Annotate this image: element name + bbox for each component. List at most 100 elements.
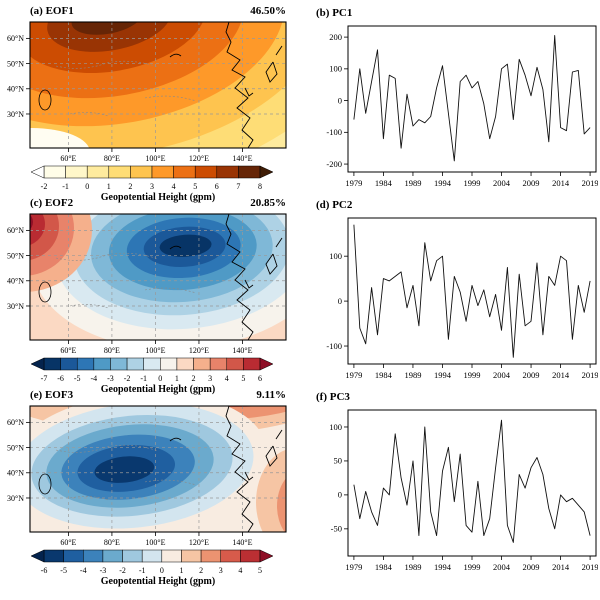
eof2-colorbar: -7 -6 -5 -4 -3 -2 -1 0 1 2 3 4 5 6 <box>30 357 274 383</box>
colorbar-tick-label: -6 <box>57 374 64 383</box>
lon-tick-label: 60°E <box>60 538 76 546</box>
colorbar-tick-label: 3 <box>219 566 223 575</box>
map-frame <box>29 405 287 533</box>
y-tick-label: 0 <box>338 95 342 105</box>
panel-d-title: (d) PC2 <box>316 199 353 211</box>
x-tick-label: 2009 <box>523 178 540 188</box>
colorbar-segment <box>161 549 182 563</box>
y-tick-label: 50 <box>334 456 343 466</box>
colorbar-segment <box>93 357 111 371</box>
x-tick-label: 2019 <box>582 370 598 380</box>
colorbar-under-arrow <box>30 165 45 179</box>
panel-a-title: (a) EOF1 <box>30 5 74 17</box>
colorbar-segment <box>151 165 174 179</box>
colorbar-segment <box>226 357 244 371</box>
y-tick-label: 100 <box>329 251 342 261</box>
colorbar-tick-label: -7 <box>41 374 48 383</box>
colorbar-segment <box>216 165 239 179</box>
lat-tick-label: 30°N <box>7 302 24 311</box>
colorbar-segment <box>63 549 84 563</box>
colorbar-tick-label: 4 <box>225 374 229 383</box>
panel-b-title: (b) PC1 <box>316 7 353 19</box>
colorbar-tick-label: 0 <box>158 374 162 383</box>
x-tick-label: 1994 <box>434 178 452 188</box>
colorbar-tick-label: 4 <box>172 182 176 191</box>
colorbar-tick-label: -2 <box>41 182 48 191</box>
colorbar-segment <box>209 357 228 371</box>
eof1-map: 60°E 80°E 100°E 120°E 140°E 60°N 50°N 40°N 30°N <box>7 21 287 162</box>
eof3-colorbar: -6 -5 -4 -3 -2 -1 0 1 2 3 4 5 <box>30 549 274 575</box>
contour-band <box>30 128 90 148</box>
lon-tick-label: 140°E <box>232 346 252 354</box>
x-tick-label: 1999 <box>464 562 481 572</box>
pc2-chart: -100 0 100 1979 1984 1989 1994 1999 2004 2009 2014… <box>326 217 598 380</box>
coastline <box>169 437 182 442</box>
colorbar-segment <box>110 357 128 371</box>
x-tick-label: 2014 <box>552 178 570 188</box>
colorbar-tick-label: 1 <box>175 374 179 383</box>
x-tick-label: 2014 <box>552 562 570 572</box>
x-tick-label: 1999 <box>464 178 481 188</box>
eof2-field: 60°E 80°E 100°E 120°E 140°E 60°N 50°N 40°N 30°N <box>7 213 287 354</box>
pc-line <box>353 35 591 162</box>
contour-band <box>30 214 33 230</box>
map-frame <box>29 213 287 341</box>
colorbar-segment <box>102 549 123 563</box>
lon-tick-label: 120°E <box>189 154 209 162</box>
colorbar-segment <box>65 165 88 179</box>
lat-tick-label: 40°N <box>7 85 24 94</box>
coastline <box>275 45 283 56</box>
colorbar-segment <box>176 357 194 371</box>
lon-tick-label: 100°E <box>145 538 165 546</box>
colorbar-tick-label: 2 <box>192 374 196 383</box>
colorbar-segment <box>193 357 211 371</box>
colorbar-segment <box>240 549 261 563</box>
x-tick-label: 1984 <box>375 178 393 188</box>
colorbar-tick-label: 7 <box>236 182 240 191</box>
colorbar-under-arrow <box>30 549 45 563</box>
lat-tick-label: 40°N <box>7 277 24 286</box>
colorbar-tick-label: -1 <box>62 182 69 191</box>
colorbar-tick-label: 1 <box>179 566 183 575</box>
river-line <box>144 287 197 294</box>
plot-frame <box>347 217 597 365</box>
colorbar-tick-label: 1 <box>107 182 111 191</box>
plot-frame <box>347 25 597 173</box>
lat-tick-label: 60°N <box>7 34 24 43</box>
colorbar-tick-label: 5 <box>241 374 245 383</box>
colorbar-tick-label: -3 <box>100 566 107 575</box>
panel-a-variance: 46.50% <box>250 5 286 17</box>
coastline <box>244 471 254 481</box>
x-tick-label: 2009 <box>523 370 540 380</box>
colorbar-segment <box>60 357 78 371</box>
plot-frame <box>347 409 597 557</box>
y-tick-label: 200 <box>329 32 342 42</box>
colorbar-segment <box>194 165 218 179</box>
y-tick-label: -100 <box>326 341 342 351</box>
lon-tick-label: 80°E <box>104 154 120 162</box>
x-tick-label: 1999 <box>464 370 481 380</box>
colorbar-segment <box>200 549 221 563</box>
lat-tick-label: 60°N <box>7 418 24 427</box>
colorbar-tick-label: 0 <box>85 182 89 191</box>
colorbar-under-arrow <box>30 357 45 371</box>
map-frame <box>29 21 287 149</box>
panel-c-header: (c) EOF2 20.85% <box>30 196 286 210</box>
lat-tick-label: 30°N <box>7 110 24 119</box>
contour-band <box>94 456 155 483</box>
lon-tick-label: 140°E <box>232 154 252 162</box>
lon-tick-label: 60°E <box>60 346 76 354</box>
x-tick-label: 1989 <box>404 178 421 188</box>
x-tick-label: 1979 <box>345 370 362 380</box>
colorbar-segment <box>43 549 64 563</box>
colorbar-tick-label: 0 <box>160 566 164 575</box>
x-tick-label: 1989 <box>404 370 421 380</box>
colorbar-tick-label: -2 <box>124 374 131 383</box>
x-tick-label: 2004 <box>493 178 511 188</box>
x-tick-label: 2004 <box>493 562 511 572</box>
pc1-chart: -200 -100 0 100 200 1979 1984 1989 1994 1999 2004 2… <box>326 25 598 188</box>
colorbar-tick-label: 5 <box>258 566 262 575</box>
coastline <box>244 279 254 289</box>
coastline <box>225 214 254 340</box>
panel-c-variance: 20.85% <box>250 197 286 209</box>
